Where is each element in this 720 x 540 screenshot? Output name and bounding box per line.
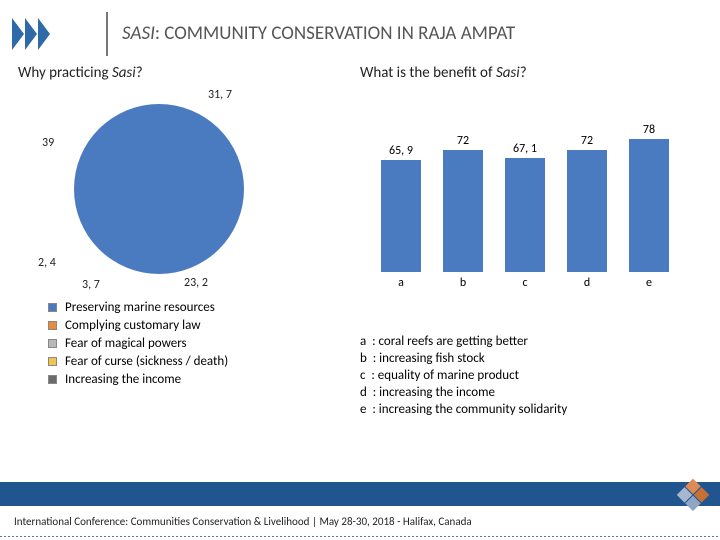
legend-swatch bbox=[48, 357, 57, 366]
legend-label: Preserving marine resources bbox=[65, 300, 215, 315]
bar-x-label: a bbox=[381, 276, 421, 290]
footer-dots bbox=[0, 534, 720, 537]
pie-slice-label: 2, 4 bbox=[38, 256, 56, 270]
bar-value: 65, 9 bbox=[381, 144, 421, 158]
pie-chart: 3931, 723, 23, 72, 4 bbox=[46, 92, 276, 292]
bar-value: 67, 1 bbox=[505, 142, 545, 156]
pie-slice-label: 39 bbox=[42, 136, 54, 150]
pie-legend: Preserving marine resources Complying cus… bbox=[48, 300, 360, 387]
bar-x-label: e bbox=[629, 276, 669, 290]
definition-row: a : coral reefs are getting better bbox=[360, 334, 702, 349]
pie-slice-label: 3, 7 bbox=[82, 278, 100, 292]
bar: 65, 9a bbox=[381, 160, 421, 272]
definition-row: b : increasing fish stock bbox=[360, 351, 702, 366]
right-column: What is the benefit of Sasi? 65, 9a72b67… bbox=[360, 64, 702, 419]
definition-row: c : equality of marine product bbox=[360, 368, 702, 383]
legend-label: Complying customary law bbox=[65, 318, 201, 333]
bar: 72b bbox=[443, 150, 483, 272]
legend-label: Increasing the income bbox=[65, 372, 181, 387]
legend-swatch bbox=[48, 375, 57, 384]
bar-chart: 65, 9a72b67, 1c72d78e bbox=[360, 94, 690, 294]
legend-item: Fear of magical powers bbox=[48, 336, 360, 351]
footer-text: International Conference: Communities Co… bbox=[14, 515, 472, 528]
legend-item: Fear of curse (sickness / death) bbox=[48, 354, 360, 369]
pie-slice-label: 31, 7 bbox=[208, 88, 232, 102]
legend-swatch bbox=[48, 321, 57, 330]
bar-x-label: d bbox=[567, 276, 607, 290]
left-column: Why practicing Sasi? 39 31, 7 23, 2 3, 7 2, … bbox=[18, 64, 360, 419]
bar-x-label: b bbox=[443, 276, 483, 290]
bar-value: 72 bbox=[567, 134, 607, 148]
header-divider bbox=[106, 12, 108, 56]
bar-value: 78 bbox=[629, 123, 669, 137]
logo-icon bbox=[12, 12, 102, 56]
bar-definitions: a : coral reefs are getting better b : in… bbox=[360, 334, 702, 417]
bar: 78e bbox=[629, 139, 669, 272]
left-question: Why practicing Sasi? bbox=[18, 64, 360, 82]
bar-value: 72 bbox=[443, 134, 483, 148]
legend-item: Increasing the income bbox=[48, 372, 360, 387]
bar: 72d bbox=[567, 150, 607, 272]
definition-row: e : increasing the community solidarity bbox=[360, 402, 702, 417]
footer-bar bbox=[0, 482, 720, 506]
legend-label: Fear of magical powers bbox=[65, 336, 187, 351]
pie-slice-label: 23, 2 bbox=[184, 276, 208, 290]
legend-item: Preserving marine resources bbox=[48, 300, 360, 315]
bar-x-label: c bbox=[505, 276, 545, 290]
page-title: SASI: COMMUNITY CONSERVATION IN RAJA AMP… bbox=[122, 23, 515, 45]
definition-row: d : increasing the income bbox=[360, 385, 702, 400]
bar: 67, 1c bbox=[505, 158, 545, 272]
legend-item: Complying customary law bbox=[48, 318, 360, 333]
legend-swatch bbox=[48, 303, 57, 312]
right-question: What is the benefit of Sasi? bbox=[360, 64, 702, 82]
legend-swatch bbox=[48, 339, 57, 348]
legend-label: Fear of curse (sickness / death) bbox=[65, 354, 228, 369]
